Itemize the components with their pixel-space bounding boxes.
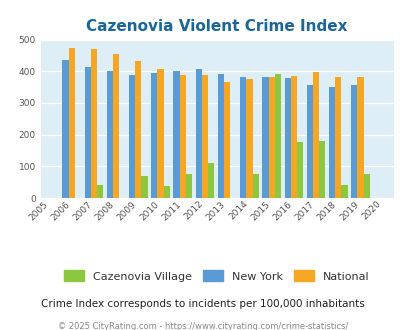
Bar [91,50,97,198]
Bar [239,77,246,198]
Bar [107,71,113,198]
Bar [312,72,318,198]
Bar [217,74,224,198]
Bar [335,77,341,198]
Bar [97,185,103,198]
Bar [341,185,347,198]
Bar [135,61,141,198]
Bar [284,78,290,198]
Bar [62,60,68,198]
Bar [84,67,91,198]
Bar [318,141,324,198]
Bar [201,75,208,198]
Text: © 2025 CityRating.com - https://www.cityrating.com/crime-statistics/: © 2025 CityRating.com - https://www.city… [58,322,347,330]
Legend: Cazenovia Village, New York, National: Cazenovia Village, New York, National [64,270,369,281]
Bar [173,71,179,198]
Bar [328,87,335,198]
Bar [68,48,75,198]
Bar [274,75,280,198]
Bar [163,186,169,198]
Title: Cazenovia Violent Crime Index: Cazenovia Violent Crime Index [86,19,347,34]
Bar [157,69,163,198]
Bar [246,79,252,198]
Bar [195,69,201,198]
Bar [185,174,192,198]
Bar [141,176,147,198]
Bar [363,174,369,198]
Bar [262,77,268,198]
Bar [356,77,363,198]
Text: Crime Index corresponds to incidents per 100,000 inhabitants: Crime Index corresponds to incidents per… [41,299,364,309]
Bar [208,163,214,198]
Bar [296,142,303,198]
Bar [113,54,119,198]
Bar [268,77,274,198]
Bar [306,85,312,198]
Bar [290,76,296,198]
Bar [350,85,356,198]
Bar [252,174,258,198]
Bar [224,82,230,198]
Bar [179,75,185,198]
Bar [129,75,135,198]
Bar [151,73,157,198]
